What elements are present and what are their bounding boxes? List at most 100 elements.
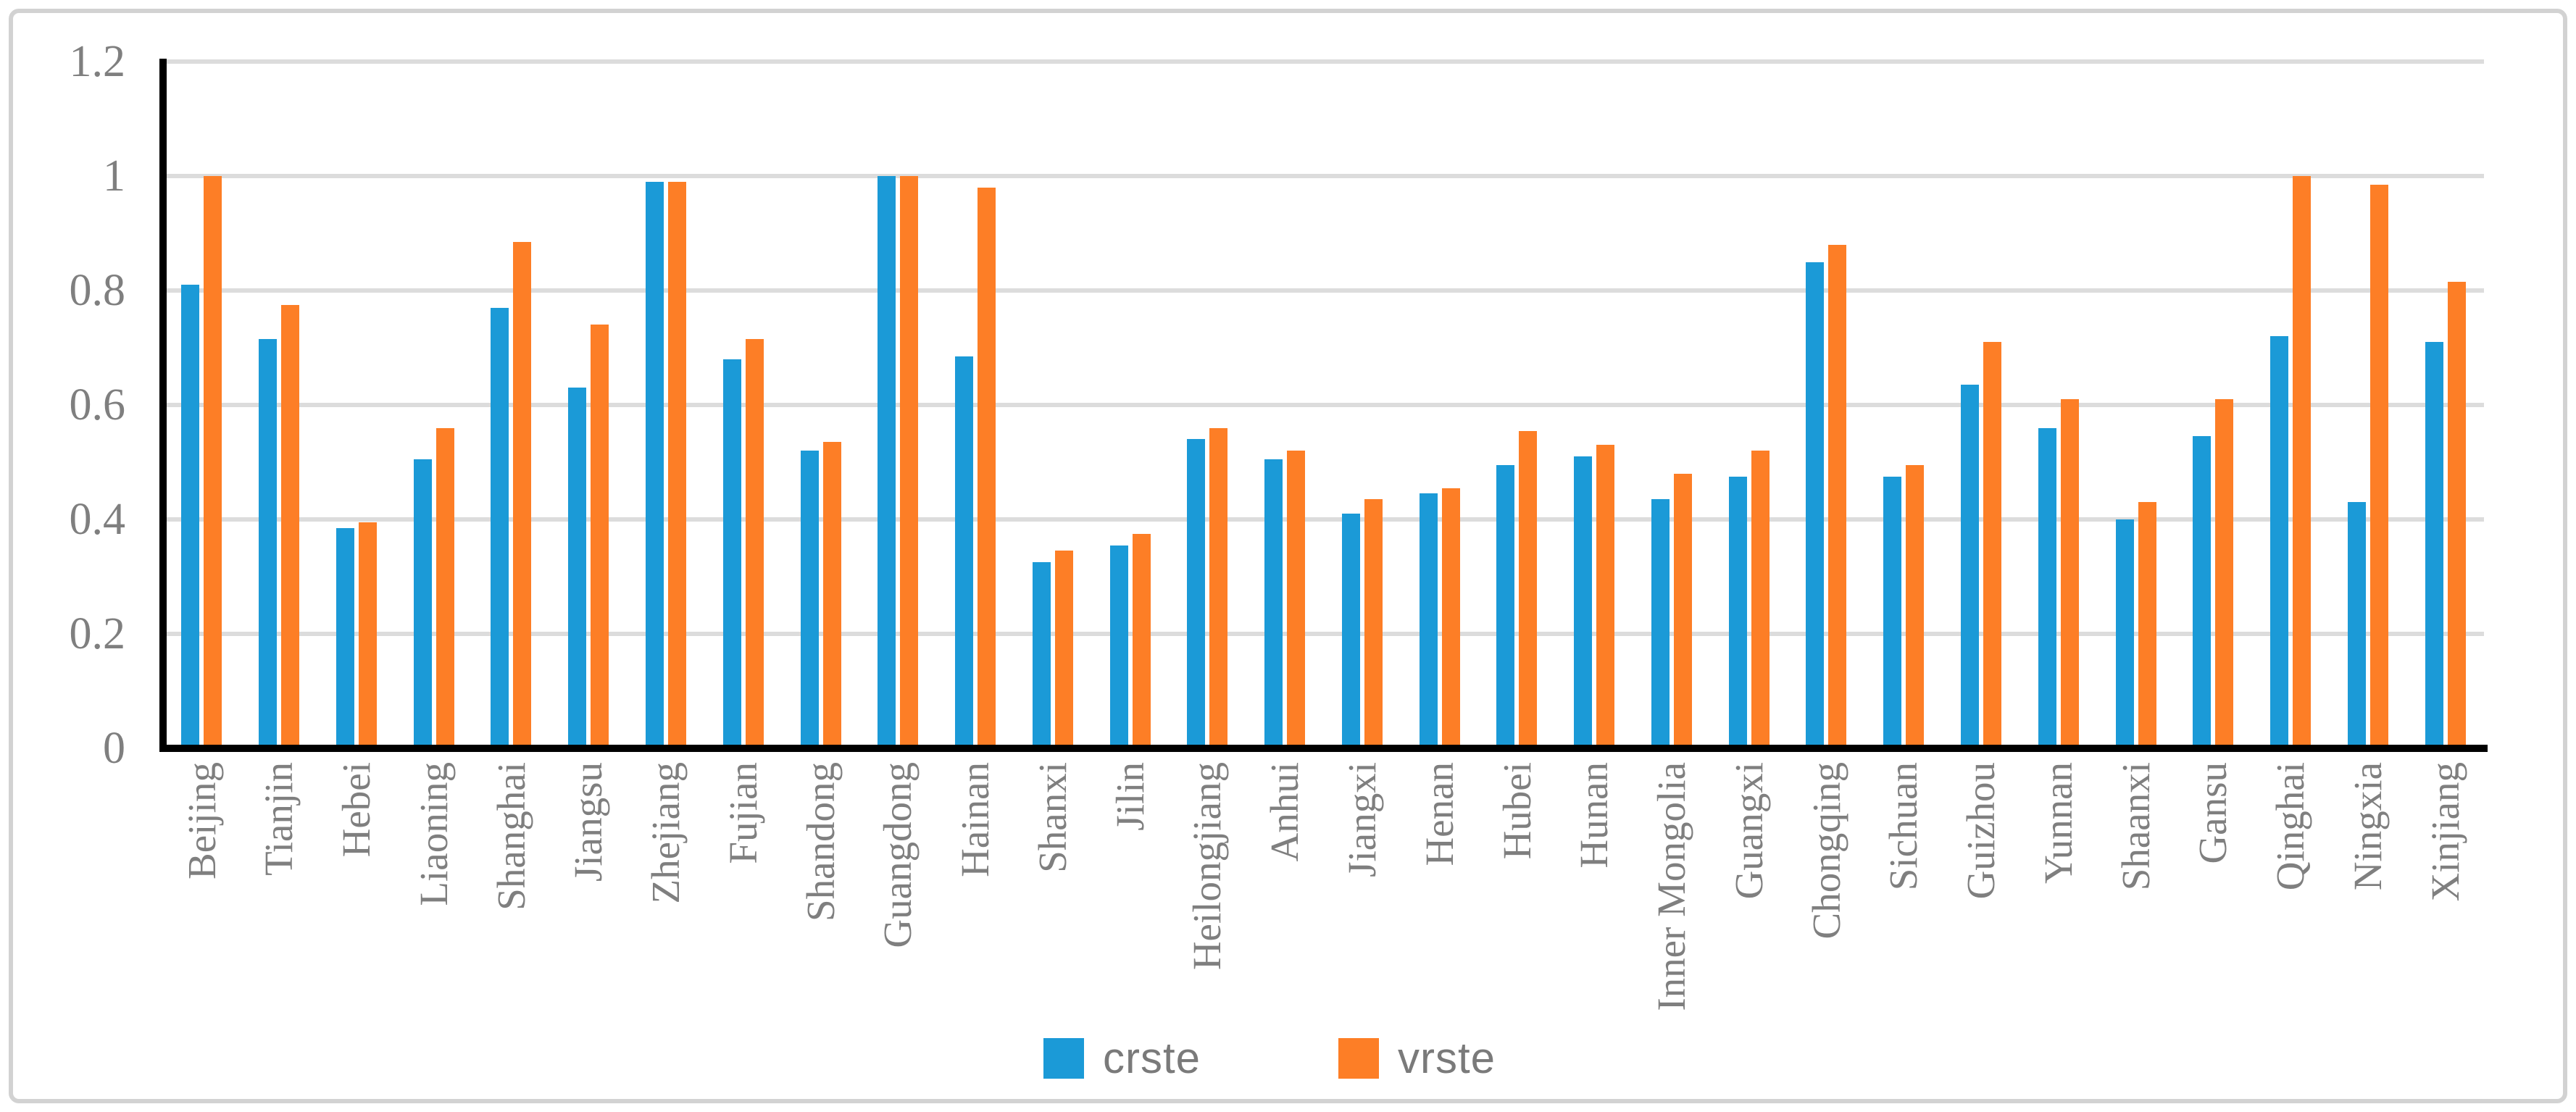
y-tick-label-0: 0	[103, 724, 125, 773]
x-tick-cell-hainan: Hainan	[937, 762, 1014, 1066]
bar-crste-zhejiang	[645, 181, 664, 748]
bar-vrste-jilin	[1132, 533, 1151, 748]
x-tick-cell-heilongjiang: Heilongjiang	[1169, 762, 1246, 1066]
bar-group-chongqing	[1788, 62, 1865, 748]
x-tick-label-henan: Henan	[1417, 762, 1462, 866]
x-tick-label-hebei: Hebei	[334, 762, 379, 858]
bar-group-ningxia	[2329, 62, 2406, 748]
bar-crste-gansu	[2193, 436, 2212, 748]
bar-crste-hebei	[335, 527, 354, 748]
x-tick-cell-liaoning: Liaoning	[395, 762, 472, 1066]
bar-crste-anhui	[1264, 459, 1283, 748]
x-tick-label-xinjiang: Xinjiang	[2422, 762, 2467, 902]
x-tick-cell-shanghai: Shanghai	[472, 762, 550, 1066]
bar-crste-guangxi	[1728, 476, 1747, 748]
legend: crste vrste	[1043, 1033, 1496, 1083]
bar-vrste-hainan	[978, 187, 996, 748]
legend-item-vrste: vrste	[1338, 1033, 1496, 1083]
x-tick-cell-yunnan: Yunnan	[2019, 762, 2097, 1066]
legend-swatch-crste	[1043, 1037, 1084, 1079]
bar-group-hainan	[937, 62, 1014, 748]
bar-vrste-jiangxi	[1364, 499, 1383, 748]
bar-vrste-shanghai	[513, 241, 532, 748]
bar-vrste-tianjin	[281, 304, 300, 748]
x-tick-cell-jiangsu: Jiangsu	[550, 762, 628, 1066]
x-tick-label-shaanxi: Shaanxi	[2113, 762, 2158, 891]
x-tick-cell-anhui: Anhui	[1246, 762, 1324, 1066]
x-tick-label-zhejiang: Zhejiang	[643, 762, 688, 904]
x-tick-label-jiangxi: Jiangxi	[1339, 762, 1384, 877]
x-tick-cell-chongqing: Chongqing	[1788, 762, 1865, 1066]
x-tick-cell-shanxi: Shanxi	[1014, 762, 1091, 1066]
bar-vrste-anhui	[1287, 451, 1306, 748]
x-tick-label-qinghai: Qinghai	[2268, 762, 2313, 891]
bar-vrste-hunan	[1596, 445, 1615, 748]
bar-vrste-zhejiang	[667, 181, 686, 748]
y-axis-tick-labels: 1.2 1 0.8 0.6 0.4 0.2 0	[14, 0, 126, 797]
x-tick-label-chongqing: Chongqing	[1804, 762, 1848, 940]
x-tick-label-gansu: Gansu	[2191, 762, 2235, 864]
legend-label-vrste: vrste	[1398, 1034, 1496, 1082]
x-axis-category-labels: Beijing Tianjin Hebei Liaoning Shanghai Jiang…	[163, 762, 2484, 1066]
bar-vrste-sichuan	[1906, 464, 1925, 748]
x-tick-label-shanxi: Shanxi	[1030, 762, 1075, 873]
bar-vrste-shaanxi	[2138, 502, 2156, 748]
gridline-0.2	[163, 632, 2484, 637]
bar-crste-inner-mongolia	[1651, 499, 1670, 748]
bar-group-jiangsu	[550, 62, 628, 748]
x-tick-cell-qinghai: Qinghai	[2252, 762, 2330, 1066]
x-tick-label-anhui: Anhui	[1262, 762, 1307, 862]
bar-crste-heilongjiang	[1187, 439, 1206, 748]
bar-group-jilin	[1091, 62, 1169, 748]
bar-vrste-guangxi	[1751, 451, 1770, 748]
bar-vrste-heilongjiang	[1209, 427, 1228, 748]
bar-group-shanxi	[1014, 62, 1091, 748]
x-tick-cell-beijing: Beijing	[163, 762, 241, 1066]
bar-group-zhejiang	[628, 62, 705, 748]
bar-crste-henan	[1419, 493, 1438, 748]
x-axis-line	[159, 745, 2488, 752]
x-tick-label-guangdong: Guangdong	[875, 762, 920, 948]
x-tick-cell-shandong: Shandong	[782, 762, 859, 1066]
bar-vrste-shandong	[822, 442, 841, 748]
y-tick-label-0.4: 0.4	[69, 495, 126, 544]
bar-vrste-inner-mongolia	[1673, 473, 1692, 748]
bar-vrste-yunnan	[2060, 399, 2079, 748]
x-tick-cell-jilin: Jilin	[1091, 762, 1169, 1066]
bar-crste-hubei	[1496, 464, 1515, 748]
x-tick-cell-ningxia: Ningxia	[2329, 762, 2406, 1066]
bar-vrste-shanxi	[1054, 551, 1073, 748]
bar-group-guangdong	[859, 62, 937, 748]
y-tick-label-0.2: 0.2	[69, 609, 126, 659]
bar-group-anhui	[1246, 62, 1324, 748]
y-tick-label-1.2: 1.2	[69, 37, 126, 86]
y-tick-label-1: 1	[103, 151, 125, 201]
x-tick-cell-fujian: Fujian	[704, 762, 782, 1066]
x-tick-label-tianjin: Tianjin	[257, 762, 301, 876]
x-tick-cell-hebei: Hebei	[318, 762, 396, 1066]
bar-crste-sichuan	[1883, 476, 1902, 748]
bar-crste-liaoning	[413, 459, 432, 748]
bar-crste-guangdong	[878, 176, 896, 748]
x-tick-label-shanghai: Shanghai	[488, 762, 533, 911]
legend-label-crste: crste	[1103, 1034, 1201, 1082]
x-tick-label-fujian: Fujian	[720, 762, 765, 864]
bar-group-fujian	[704, 62, 782, 748]
x-tick-cell-hunan: Hunan	[1556, 762, 1633, 1066]
x-tick-cell-tianjin: Tianjin	[241, 762, 318, 1066]
gridline-1	[163, 174, 2484, 178]
bar-vrste-beijing	[204, 176, 222, 748]
bar-vrste-chongqing	[1828, 244, 1847, 748]
bar-crste-shanghai	[491, 307, 509, 748]
gridline-1.2	[163, 59, 2484, 64]
x-tick-cell-inner-mongolia: Inner Mongolia	[1633, 762, 1711, 1066]
bar-vrste-xinjiang	[2447, 282, 2466, 748]
bar-crste-shaanxi	[2115, 519, 2134, 748]
bar-vrste-hebei	[358, 522, 377, 748]
bar-vrste-guangdong	[900, 176, 919, 748]
x-tick-cell-guizhou: Guizhou	[1943, 762, 2020, 1066]
bar-crste-jiangsu	[568, 388, 587, 748]
x-tick-cell-guangxi: Guangxi	[1710, 762, 1788, 1066]
bar-crste-beijing	[181, 285, 200, 748]
x-tick-cell-hubei: Hubei	[1478, 762, 1556, 1066]
